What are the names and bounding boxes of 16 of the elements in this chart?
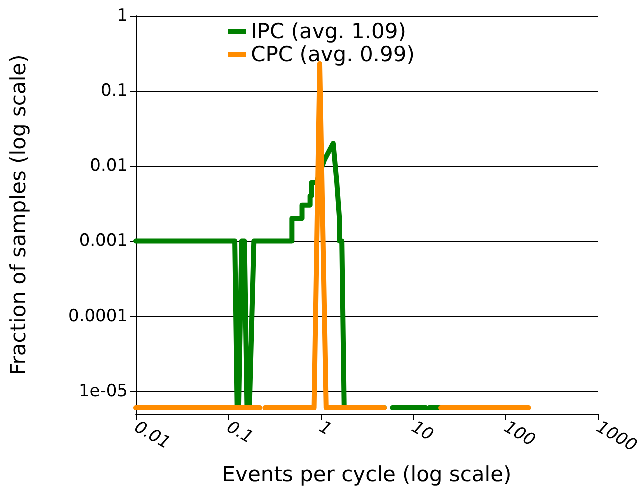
x-tick-label: 0.1 xyxy=(223,417,257,448)
x-tick-label: 1000 xyxy=(593,417,640,456)
y-tick-label: 1 xyxy=(117,6,128,26)
x-tick-label: 10 xyxy=(408,417,437,446)
legend-label: CPC (avg. 0.99) xyxy=(251,42,415,66)
y-tick-label: 0.01 xyxy=(90,156,128,176)
y-tick-label: 0.001 xyxy=(79,231,128,252)
x-tick-label: 0.01 xyxy=(131,417,174,454)
y-tick-label: 0.0001 xyxy=(68,306,128,326)
x-tick-label: 100 xyxy=(500,417,539,451)
legend-label: IPC (avg. 1.09) xyxy=(251,20,406,44)
y-tick-label: 1e-05 xyxy=(78,381,128,402)
y-axis-title: Fraction of samples (log scale) xyxy=(6,54,30,376)
x-axis-title: Events per cycle (log scale) xyxy=(222,462,512,486)
y-tick-label: 0.1 xyxy=(100,81,128,102)
x-tick-label: 1 xyxy=(316,417,336,440)
